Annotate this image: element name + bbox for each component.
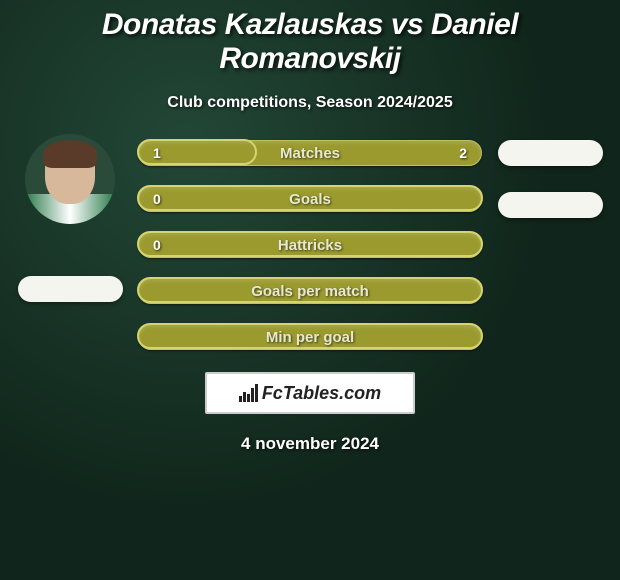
stat-left-value: 0: [153, 191, 161, 207]
stat-right-value: 2: [459, 145, 467, 161]
stat-label: Goals: [289, 191, 331, 208]
stat-label: Matches: [280, 145, 340, 162]
player-right-name-pill-1: [498, 140, 603, 166]
player-left-name-pill: [18, 276, 123, 302]
page-title: Donatas Kazlauskas vs Daniel Romanovskij: [0, 8, 620, 76]
brand-text: FcTables.com: [262, 383, 381, 404]
page-subtitle: Club competitions, Season 2024/2025: [0, 94, 620, 112]
content-root: Donatas Kazlauskas vs Daniel Romanovskij…: [0, 0, 620, 454]
stat-bar-mpg: Min per goal: [138, 324, 482, 350]
player-right-panel: [490, 140, 610, 218]
avatar-hair-shape: [43, 140, 97, 168]
player-right-name-pill-2: [498, 192, 603, 218]
stat-bar-gpm: Goals per match: [138, 278, 482, 304]
player-left-avatar: [25, 134, 115, 224]
date-label: 4 november 2024: [0, 434, 620, 454]
stat-left-value: 0: [153, 237, 161, 253]
stat-bar-goals: 0 Goals: [138, 186, 482, 212]
stat-label: Min per goal: [266, 329, 354, 346]
stat-label: Hattricks: [278, 237, 342, 254]
stat-bar-matches: 1 Matches 2: [138, 140, 482, 166]
stats-bars: 1 Matches 2 0 Goals 0 Hattricks Goals pe…: [130, 140, 490, 350]
player-left-panel: [10, 140, 130, 302]
stat-bar-hattricks: 0 Hattricks: [138, 232, 482, 258]
stat-left-value: 1: [153, 145, 161, 161]
brand-box[interactable]: FcTables.com: [205, 372, 415, 414]
comparison-layout: 1 Matches 2 0 Goals 0 Hattricks Goals pe…: [0, 140, 620, 350]
bar-chart-icon: [239, 384, 258, 402]
stat-label: Goals per match: [251, 283, 369, 300]
